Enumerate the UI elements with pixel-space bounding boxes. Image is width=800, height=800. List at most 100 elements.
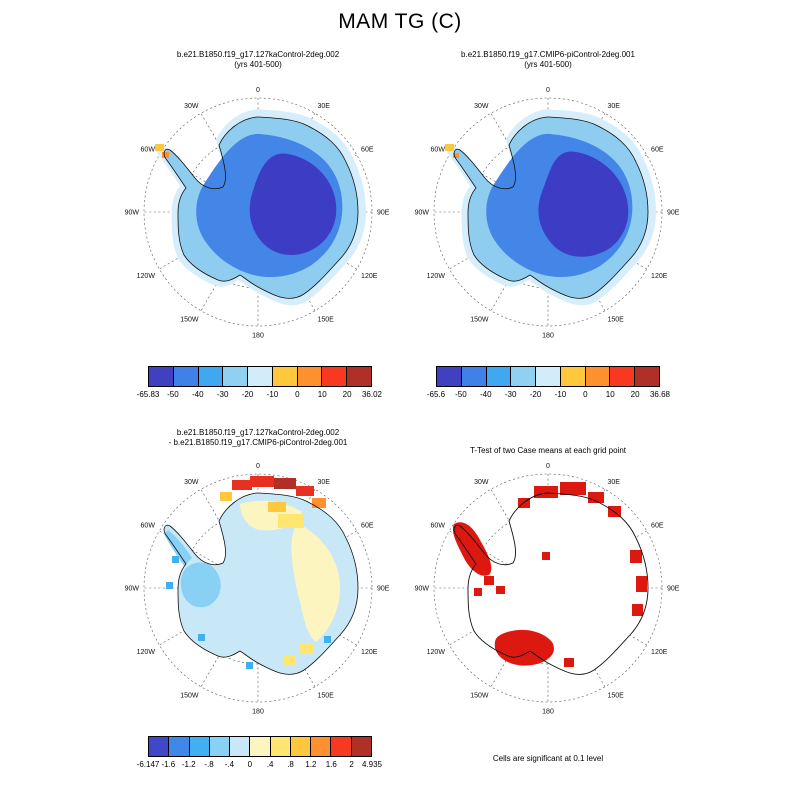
colorbar-segment — [230, 737, 251, 756]
colorbar-segment — [297, 367, 323, 386]
compass-label: 90E — [377, 210, 390, 217]
compass-label: 150W — [470, 693, 489, 700]
compass-labels: 0 30E 60E 90E 120E 150E 180 150W 120W 90W 60W 30W — [415, 463, 680, 716]
colorbar-tick-label: 0 — [295, 390, 300, 399]
compass-label: 30W — [184, 103, 199, 110]
compass-label: 30E — [318, 103, 331, 110]
significant-region — [560, 482, 586, 495]
cold-anomaly-cell — [198, 634, 205, 641]
colorbar-tick-label: -50 — [455, 390, 467, 399]
compass-label: 180 — [542, 333, 554, 340]
compass-label: 60E — [651, 147, 664, 154]
compass-label: 90E — [667, 586, 680, 593]
warm-anomaly-cell — [278, 514, 304, 528]
compass-label: 60W — [431, 147, 446, 154]
significant-region — [630, 550, 642, 563]
colorbar-segment — [536, 367, 561, 386]
colorbar-segment — [272, 367, 298, 386]
significant-region — [484, 576, 494, 585]
compass-label: 30E — [608, 103, 621, 110]
colorbar-segment — [169, 737, 190, 756]
colorbar-tick-label: -65.6 — [426, 390, 446, 399]
colorbar-tick-label: 2 — [349, 760, 354, 769]
colorbar-tick-label: -30 — [216, 390, 229, 399]
colorbar-tick-label: -40 — [479, 390, 492, 399]
antarctica-difference-map — [163, 476, 359, 675]
compass-label: 150W — [180, 317, 199, 324]
map-top-right: 0 30E 60E 90E 120E 150E 180 150W 120W 90W 60W 30W — [415, 87, 680, 340]
colorbar-tick-label: -.4 — [224, 760, 235, 769]
warm-anomaly-cell — [284, 656, 296, 665]
colorbar-top-right: -65.6 -50 -40 -30 -20 -10 0 10 20 36.68 — [427, 366, 670, 402]
colorbar-segment — [331, 737, 352, 756]
colorbar-tick-label: -10 — [266, 390, 279, 399]
panel-title-bottom-right: T-Test of two Case means at each grid po… — [408, 446, 688, 456]
compass-label: 0 — [256, 87, 260, 94]
significance-caption: Cells are significant at 0.1 level — [492, 754, 604, 763]
compass-label: 0 — [546, 87, 550, 94]
map-bottom-right: 0 30E 60E 90E 120E 150E 180 150W 120W 90W 60W 30W — [415, 463, 680, 716]
colorbar-tick-label: -.8 — [204, 760, 214, 769]
compass-label: 0 — [256, 463, 260, 470]
colorbar-swatch-row — [436, 366, 660, 387]
colorbar-tick-label: 4.935 — [361, 760, 383, 769]
colorbar-segment — [511, 367, 537, 386]
colorbar-segment — [209, 737, 231, 756]
colorbar-tick-label: -40 — [191, 390, 204, 399]
compass-label: 150E — [318, 693, 335, 700]
compass-label: 150W — [180, 693, 199, 700]
compass-label: 60E — [361, 147, 374, 154]
colorbar-tick-label: -20 — [241, 390, 254, 399]
negative-anomaly-patch — [164, 530, 192, 566]
colorbar-segment — [248, 367, 273, 386]
compass-label: 60W — [431, 523, 446, 530]
compass-label: 180 — [252, 709, 264, 716]
compass-label: 180 — [542, 709, 554, 716]
panel-title-line2: (yrs 401-500) — [234, 60, 282, 69]
colorbar-segment — [347, 367, 372, 386]
panel-title-line1: b.e21.B1850.f19_g17.127kaControl-2deg.00… — [176, 50, 340, 59]
colorbar-tick-label: 36.68 — [649, 390, 671, 399]
colorbar-tick-label: 1.2 — [305, 760, 317, 769]
colorbar-tick-row: -65.83 -50 -40 -30 -20 -10 0 10 20 36.02 — [137, 390, 382, 402]
compass-label: 90W — [415, 210, 430, 217]
colorbar-tick-label: .8 — [287, 760, 294, 769]
colorbar-tick-label: -10 — [554, 390, 567, 399]
panel-title-bottom-left: b.e21.B1850.f19_g17.127kaControl-2deg.00… — [118, 428, 398, 448]
panel-title-top-left: b.e21.B1850.f19_g17.127kaControl-2deg.00… — [118, 50, 398, 70]
colorbar-segment — [635, 367, 660, 386]
colorbar-tick-label: 0 — [583, 390, 588, 399]
compass-label: 30E — [318, 479, 331, 486]
colorbar-tick-label: 20 — [630, 390, 640, 399]
colorbar-segment — [198, 367, 224, 386]
colorbar-tick-label: 10 — [605, 390, 615, 399]
warm-anomaly-cell — [300, 644, 314, 654]
map-bottom-left: 0 30E 60E 90E 120E 150E 180 150W 120W 90W 60W 30W — [125, 463, 390, 716]
compass-label: 120W — [137, 649, 156, 656]
colorbar-bottom-left: -6.147 -1.6 -1.2 -.8 -.4 0 .4 .8 1.2 1.6 2 4.935 — [137, 736, 382, 772]
cold-anomaly-cell — [246, 662, 253, 669]
warm-cell — [155, 144, 164, 151]
colorbar-tick-label: 20 — [342, 390, 352, 399]
plateau-coldest-region — [249, 153, 337, 255]
colorbar-segment — [290, 737, 312, 756]
compass-label: 30W — [474, 103, 489, 110]
colorbar-segment — [149, 367, 174, 386]
significant-region — [496, 586, 505, 594]
compass-label: 120W — [427, 273, 446, 280]
compass-label: 60E — [361, 523, 374, 530]
positive-anomaly-patch — [291, 522, 341, 642]
significant-region — [474, 588, 482, 596]
colorbar-tick-label: .4 — [266, 760, 274, 769]
panel-title-line2: - b.e21.B1850.f19_g17.CMIP6-piControl-2d… — [168, 438, 348, 447]
compass-label: 90W — [125, 210, 140, 217]
warm-cell — [445, 144, 454, 151]
colorbar-tick-label: -65.83 — [136, 390, 160, 399]
warm-anomaly-cell — [268, 502, 286, 512]
compass-label: 120E — [361, 649, 378, 656]
significant-region — [636, 576, 647, 592]
colorbar-segment — [223, 367, 249, 386]
significant-region — [542, 552, 550, 560]
negative-anomaly-patch — [180, 562, 221, 608]
compass-label: 120W — [427, 649, 446, 656]
